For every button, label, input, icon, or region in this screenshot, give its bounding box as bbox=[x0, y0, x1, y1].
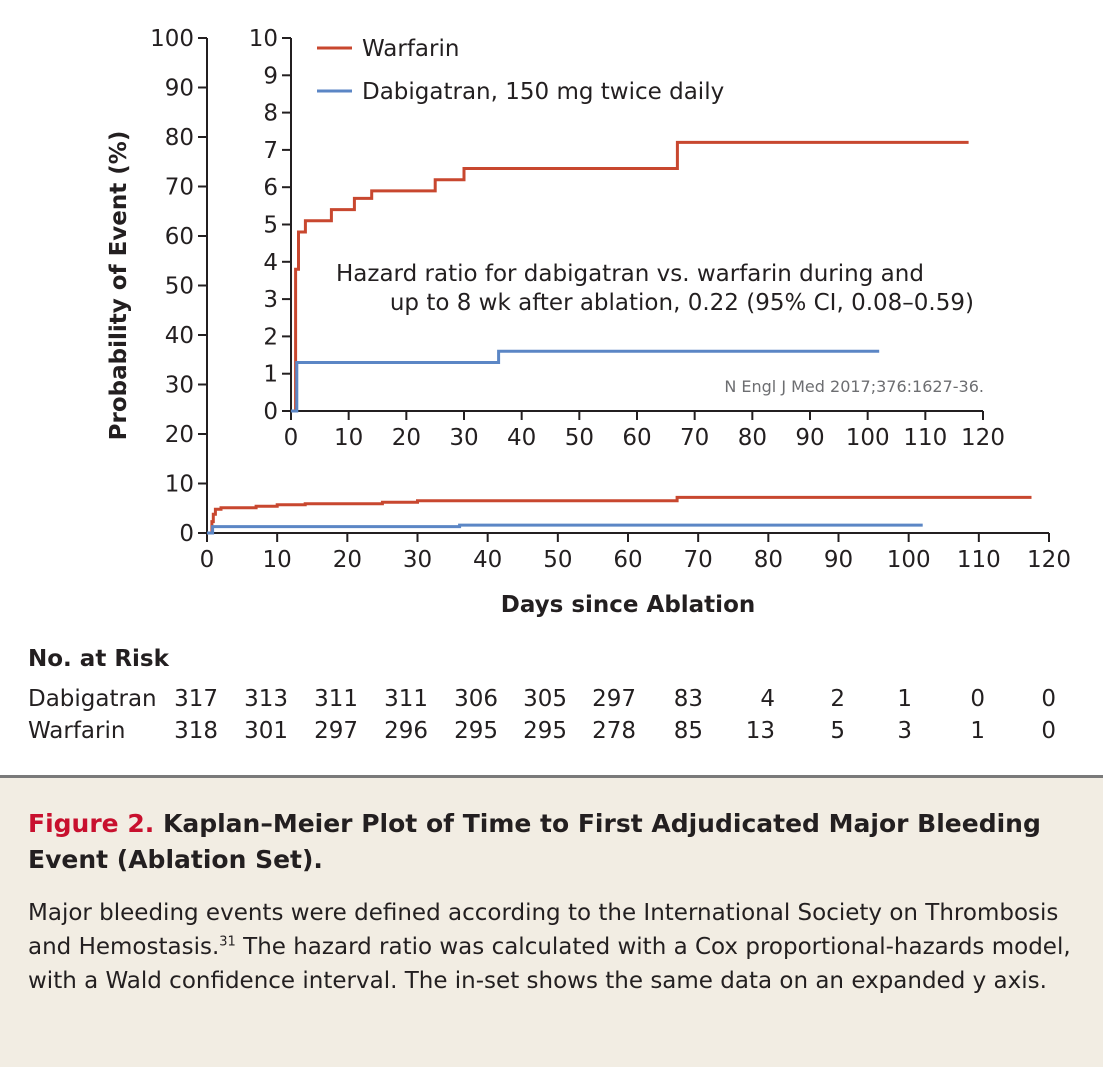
risk-cell: 3 bbox=[897, 718, 912, 744]
risk-table: No. at Risk Dabigatran 317 313 311 311 306 305… bbox=[0, 646, 1103, 756]
inset-y-tick-label: 7 bbox=[263, 138, 278, 164]
risk-cell: 0 bbox=[1041, 686, 1056, 712]
risk-table-title: No. at Risk bbox=[28, 646, 169, 672]
main-x-tick-label: 10 bbox=[263, 547, 292, 573]
risk-cell: 318 bbox=[174, 718, 218, 744]
risk-cell: 0 bbox=[1041, 718, 1056, 744]
risk-cell: 317 bbox=[174, 686, 218, 712]
inset-x-tick-label: 80 bbox=[738, 425, 767, 451]
inset-y-tick-label: 9 bbox=[263, 63, 278, 89]
main-y-axis-title: Probability of Event (%) bbox=[106, 131, 132, 441]
inset-x-tick-label: 10 bbox=[334, 425, 363, 451]
main-x-axis-title: Days since Ablation bbox=[501, 592, 756, 618]
main-y-tick-label: 100 bbox=[150, 26, 194, 52]
main-y-tick-label: 20 bbox=[165, 422, 194, 448]
journal-citation: N Engl J Med 2017;376:1627-36. bbox=[724, 377, 984, 396]
main-x-tick-label: 90 bbox=[824, 547, 853, 573]
inset-y-tick-label: 3 bbox=[263, 287, 278, 313]
main-x-tick-label: 70 bbox=[684, 547, 713, 573]
main-y-tick-label: 70 bbox=[165, 175, 194, 201]
inset-y-tick-label: 5 bbox=[263, 213, 278, 239]
inset-x-tick-label: 110 bbox=[903, 425, 947, 451]
inset-x-tick-label: 30 bbox=[449, 425, 478, 451]
risk-cell: 278 bbox=[592, 718, 636, 744]
main-y-tick-label: 80 bbox=[165, 125, 194, 151]
risk-cell: 297 bbox=[592, 686, 636, 712]
inset-y-tick-label: 2 bbox=[263, 324, 278, 350]
risk-cell: 311 bbox=[384, 686, 428, 712]
main-series-dabigatran-line bbox=[207, 523, 923, 535]
risk-cell: 83 bbox=[673, 686, 703, 712]
main-x-tick-label: 120 bbox=[1027, 547, 1071, 573]
inset-y-tick-label: 10 bbox=[249, 26, 278, 52]
inset-x-tick-label: 0 bbox=[284, 425, 299, 451]
inset-series-dabigatran-line bbox=[291, 349, 880, 413]
inset-y-tick-label: 6 bbox=[263, 175, 278, 201]
risk-cell: 13 bbox=[745, 718, 775, 744]
hazard-ratio-line-2: up to 8 wk after ablation, 0.22 (95% CI,… bbox=[390, 290, 974, 316]
risk-cell: 5 bbox=[830, 718, 845, 744]
risk-cell: 4 bbox=[760, 686, 775, 712]
main-y-tick-label: 40 bbox=[165, 323, 194, 349]
caption-body-part1: Major bleeding events were defined accor… bbox=[28, 900, 1059, 960]
risk-cell: 301 bbox=[244, 718, 288, 744]
inset-x-tick-label: 90 bbox=[795, 425, 824, 451]
inset-x-tick-label: 60 bbox=[622, 425, 651, 451]
main-x-tick-label: 0 bbox=[200, 547, 215, 573]
caption-title: Kaplan–Meier Plot of Time to First Adjud… bbox=[28, 809, 1041, 874]
risk-cell: 296 bbox=[384, 718, 428, 744]
main-x-tick-label: 40 bbox=[473, 547, 502, 573]
risk-cell: 0 bbox=[970, 686, 985, 712]
risk-cell: 295 bbox=[523, 718, 567, 744]
inset-x-tick-label: 70 bbox=[680, 425, 709, 451]
risk-cell: 1 bbox=[897, 686, 912, 712]
main-y-tick-label: 30 bbox=[165, 373, 194, 399]
inset-y-tick-label: 4 bbox=[263, 250, 278, 276]
risk-cell: 311 bbox=[314, 686, 358, 712]
risk-row-label-dabigatran: Dabigatran bbox=[28, 686, 157, 712]
main-y-tick-label: 90 bbox=[165, 76, 194, 102]
figure-caption: Figure 2. Kaplan–Meier Plot of Time to F… bbox=[0, 775, 1103, 1067]
caption-reference: 31 bbox=[219, 934, 236, 950]
inset-x-tick-label: 120 bbox=[961, 425, 1005, 451]
hazard-ratio-line-1: Hazard ratio for dabigatran vs. warfarin… bbox=[336, 261, 924, 287]
inset-y-tick-label: 1 bbox=[263, 362, 278, 388]
inset-series-warfarin-line bbox=[291, 140, 969, 413]
main-x-tick-label: 30 bbox=[403, 547, 432, 573]
main-x-tick-label: 20 bbox=[333, 547, 362, 573]
risk-cell: 313 bbox=[244, 686, 288, 712]
main-x-tick-label: 50 bbox=[543, 547, 572, 573]
caption-figure-label: Figure 2. bbox=[28, 809, 155, 838]
caption-title-line: Figure 2. Kaplan–Meier Plot of Time to F… bbox=[28, 806, 1078, 878]
risk-cell: 295 bbox=[454, 718, 498, 744]
caption-body-part2: The hazard ratio was calculated with a C… bbox=[28, 934, 1071, 994]
legend-label-warfarin: Warfarin bbox=[362, 36, 459, 62]
inset-x-tick-label: 100 bbox=[846, 425, 890, 451]
main-x-tick-label: 80 bbox=[754, 547, 783, 573]
legend-label-dabigatran: Dabigatran, 150 mg twice daily bbox=[362, 79, 724, 105]
inset-x-tick-label: 20 bbox=[392, 425, 421, 451]
main-y-tick-label: 60 bbox=[165, 224, 194, 250]
risk-cell: 305 bbox=[523, 686, 567, 712]
risk-cell: 1 bbox=[970, 718, 985, 744]
risk-cell: 85 bbox=[673, 718, 703, 744]
caption-body: Major bleeding events were defined accor… bbox=[28, 896, 1083, 998]
main-x-tick-label: 110 bbox=[957, 547, 1001, 573]
risk-cell: 297 bbox=[314, 718, 358, 744]
inset-y-tick-label: 0 bbox=[263, 399, 278, 425]
inset-x-tick-label: 40 bbox=[507, 425, 536, 451]
risk-cell: 306 bbox=[454, 686, 498, 712]
main-x-tick-label: 100 bbox=[887, 547, 931, 573]
risk-row-label-warfarin: Warfarin bbox=[28, 718, 126, 744]
main-series-warfarin-line bbox=[207, 495, 1032, 535]
inset-x-tick-label: 50 bbox=[565, 425, 594, 451]
main-y-tick-label: 50 bbox=[165, 274, 194, 300]
main-x-tick-label: 60 bbox=[613, 547, 642, 573]
risk-cell: 2 bbox=[830, 686, 845, 712]
inset-y-tick-label: 8 bbox=[263, 101, 278, 127]
main-y-tick-label: 10 bbox=[165, 472, 194, 498]
main-y-tick-label: 0 bbox=[179, 521, 194, 547]
